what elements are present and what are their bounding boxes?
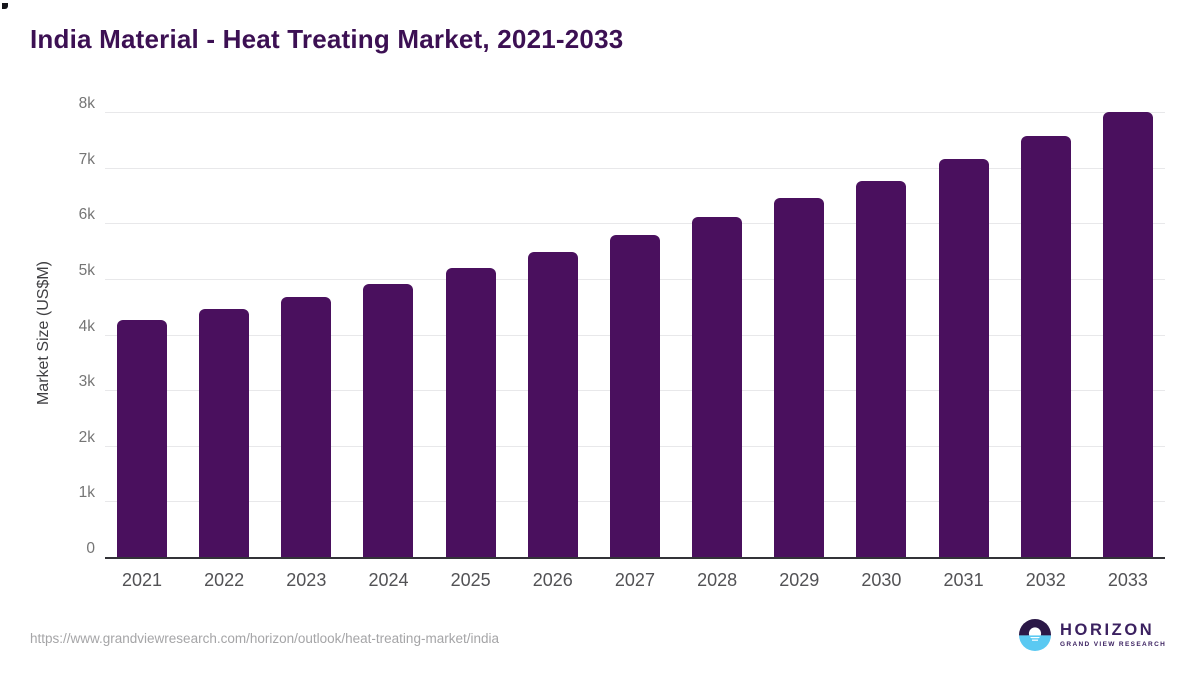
y-tick-8k: 8k xyxy=(78,95,95,112)
bar-2022[interactable] xyxy=(199,309,250,558)
source-url: https://www.grandviewresearch.com/horizo… xyxy=(30,631,499,646)
bar-2021[interactable] xyxy=(117,320,167,558)
y-tick-7k: 7k xyxy=(78,150,95,168)
y-tick-5k: 5k xyxy=(78,261,95,279)
y-tick-0: 0 xyxy=(86,540,95,557)
bar-2024[interactable] xyxy=(363,283,414,558)
gridline-8k xyxy=(105,112,1165,113)
horizon-logo: HORIZON GRAND VIEW RESEARCH xyxy=(1019,619,1166,651)
bar-2023[interactable] xyxy=(281,297,332,558)
horizon-sun-icon xyxy=(1019,619,1051,651)
bar-2027[interactable] xyxy=(609,234,660,558)
bar-2026[interactable] xyxy=(527,252,578,558)
x-label-2032: 2032 xyxy=(1025,570,1066,590)
y-tick-3k: 3k xyxy=(78,373,95,391)
x-label-2033: 2033 xyxy=(1107,570,1148,590)
x-axis-line xyxy=(105,557,1165,559)
x-label-2026: 2026 xyxy=(532,570,573,590)
screen-corner-artifact xyxy=(2,3,8,9)
y-tick-6k: 6k xyxy=(78,206,95,224)
x-axis-tick-labels: 2021 2022 2023 2024 2025 2026 2027 2028 2029 2030… xyxy=(105,570,1165,591)
plot-area xyxy=(105,111,1165,558)
bar-2031[interactable] xyxy=(938,159,989,558)
x-label-2023: 2023 xyxy=(286,570,327,590)
bar-2028[interactable] xyxy=(692,217,743,558)
x-label-2024: 2024 xyxy=(368,570,409,590)
gridline-7k xyxy=(105,167,1165,169)
horizon-logo-tagline: GRAND VIEW RESEARCH xyxy=(1060,641,1167,648)
x-label-2031: 2031 xyxy=(943,570,984,590)
bar-2025[interactable] xyxy=(445,267,496,558)
x-label-2025: 2025 xyxy=(450,570,491,590)
y-tick-2k: 2k xyxy=(78,428,95,446)
bar-2029[interactable] xyxy=(774,198,825,558)
x-label-2028: 2028 xyxy=(697,570,738,590)
bar-series xyxy=(105,111,1165,558)
horizon-logo-text: HORIZON GRAND VIEW RESEARCH xyxy=(1060,621,1167,649)
x-label-2029: 2029 xyxy=(779,570,820,590)
gridline-6k xyxy=(105,223,1165,225)
x-label-2027: 2027 xyxy=(614,570,655,590)
bar-2032[interactable] xyxy=(1020,135,1071,558)
x-label-2021: 2021 xyxy=(121,570,163,590)
bar-2033[interactable] xyxy=(1102,111,1153,558)
y-tick-4k: 4k xyxy=(78,317,95,335)
y-axis-tick-labels: 0 1k 2k 3k 4k 5k 6k 7k 8k xyxy=(40,95,95,558)
x-label-2022: 2022 xyxy=(204,570,245,590)
chart-title: India Material - Heat Treating Market, 2… xyxy=(30,24,624,54)
horizon-logo-brand: HORIZON xyxy=(1060,621,1155,639)
x-label-2030: 2030 xyxy=(861,570,902,590)
y-tick-1k: 1k xyxy=(78,484,95,502)
bar-2030[interactable] xyxy=(856,181,907,558)
